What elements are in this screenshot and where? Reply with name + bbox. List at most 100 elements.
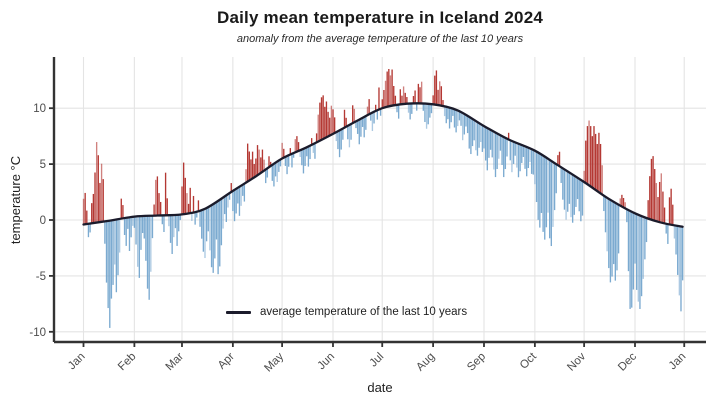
bar-above-average: [320, 97, 323, 140]
bar-above-average: [84, 192, 86, 225]
average-line: [82, 102, 684, 228]
x-tick-label: Jan: [667, 351, 689, 373]
bar-below-average: [379, 109, 382, 116]
bar-below-average: [519, 144, 521, 172]
bar-above-average: [591, 136, 594, 188]
bar-below-average: [137, 216, 139, 267]
bar-below-average: [488, 128, 490, 158]
bar-above-average: [375, 104, 377, 112]
bar-above-average: [585, 140, 587, 184]
bar-above-average: [329, 117, 331, 136]
bar-above-average: [381, 99, 383, 109]
bar-below-average: [115, 219, 118, 293]
bar-below-average: [348, 124, 351, 148]
bar-above-average: [325, 101, 328, 138]
bar-below-average: [274, 162, 277, 177]
bar-below-average: [529, 148, 531, 163]
bar-below-average: [373, 112, 375, 124]
y-axis-title: temperature °C: [8, 155, 23, 245]
bar-below-average: [613, 201, 615, 265]
bar-below-average: [371, 113, 374, 132]
bar-below-average: [462, 113, 464, 141]
bar-below-average: [450, 108, 452, 123]
bar-above-average: [420, 81, 423, 105]
bar-below-average: [409, 103, 411, 120]
bar-below-average: [570, 173, 572, 218]
bar-below-average: [117, 219, 119, 276]
bar-below-average: [204, 208, 206, 259]
bar-below-average: [361, 118, 364, 127]
bar-below-average: [278, 160, 280, 172]
bar-above-average: [99, 182, 101, 223]
bar-below-average: [212, 203, 214, 273]
bar-above-average: [404, 92, 406, 105]
bar-below-average: [425, 104, 428, 129]
bar-above-average: [662, 191, 664, 223]
bar-below-average: [606, 197, 608, 252]
x-tick-label: Apr: [216, 351, 237, 372]
bar-above-average: [187, 203, 190, 213]
bar-below-average: [237, 187, 239, 204]
bar-below-average: [105, 221, 108, 283]
bar-below-average: [475, 121, 477, 151]
bar-below-average: [473, 120, 475, 141]
bar-above-average: [414, 90, 416, 104]
bar-below-average: [550, 161, 552, 247]
bar-below-average: [233, 189, 236, 222]
bar-above-average: [256, 145, 259, 176]
bar-below-average: [128, 217, 131, 251]
bar-below-average: [527, 147, 530, 169]
bar-above-average: [258, 149, 260, 175]
bar-below-average: [125, 217, 127, 246]
bar-above-average: [322, 95, 324, 139]
bar-above-average: [419, 87, 421, 105]
bar-below-average: [238, 186, 241, 216]
bar-below-average: [549, 160, 551, 239]
bar-below-average: [365, 116, 367, 130]
bar-below-average: [567, 171, 569, 212]
bar-below-average: [207, 206, 209, 232]
bar-above-average: [319, 102, 321, 141]
bar-below-average: [89, 223, 91, 233]
bar-below-average: [445, 107, 447, 124]
bar-below-average: [397, 105, 400, 119]
bar-above-average: [82, 198, 85, 225]
bar-below-average: [542, 155, 544, 232]
chart-title: Daily mean temperature in Iceland 2024: [216, 8, 544, 27]
bar-below-average: [483, 126, 485, 149]
bar-above-average: [583, 170, 585, 182]
bar-below-average: [504, 137, 507, 170]
y-tick-label: 10: [33, 103, 46, 115]
bar-below-average: [210, 204, 213, 268]
bar-below-average: [640, 215, 643, 297]
average-temperature-line: [82, 102, 684, 228]
bar-below-average: [178, 214, 180, 232]
chart-subtitle: anomaly from the average temperature of …: [236, 33, 524, 45]
bar-below-average: [452, 109, 454, 116]
bar-above-average: [378, 87, 380, 110]
bar-below-average: [161, 215, 163, 225]
bar-above-average: [294, 139, 296, 153]
bar-above-average: [97, 155, 99, 223]
bar-below-average: [560, 167, 562, 183]
bar-above-average: [658, 181, 661, 223]
bar-below-average: [681, 226, 684, 281]
x-axis-title: date: [367, 380, 393, 395]
bar-below-average: [517, 143, 520, 178]
bar-below-average: [292, 153, 295, 158]
bar-below-average: [562, 168, 564, 200]
bar-below-average: [118, 219, 121, 253]
bar-below-average: [110, 220, 113, 299]
bar-above-average: [269, 161, 272, 167]
bar-below-average: [521, 145, 523, 163]
bar-below-average: [235, 188, 237, 214]
bar-above-average: [268, 156, 270, 168]
bar-below-average: [301, 149, 303, 166]
bar-above-average: [434, 75, 436, 105]
bar-below-average: [486, 127, 488, 171]
bar-below-average: [471, 119, 474, 147]
bar-below-average: [501, 135, 503, 165]
bar-below-average: [411, 103, 413, 114]
x-axis-ticks: Jan Feb Mar Apr May Jun Jul Aug Sep Oct Nov Dec Jan: [66, 342, 688, 374]
bar-above-average: [599, 143, 602, 194]
